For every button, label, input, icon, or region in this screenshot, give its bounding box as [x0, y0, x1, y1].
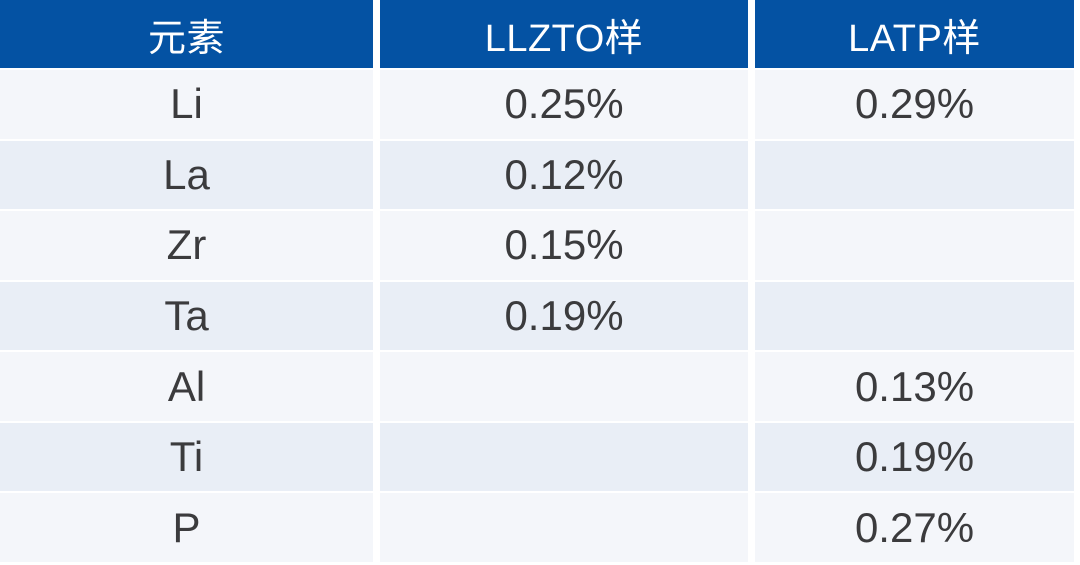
cell-element: Zr: [0, 211, 373, 280]
cell-llzto-value: [380, 493, 748, 562]
cell-llzto-value: [380, 422, 748, 492]
cell-latp-value: [755, 281, 1074, 351]
cell-llzto-value: 0.12%: [380, 140, 748, 210]
cell-element: Al: [0, 352, 373, 421]
cell-llzto-value: 0.25%: [380, 70, 748, 139]
header-llzto: LLZTO样: [380, 0, 748, 68]
cell-latp-value: [755, 140, 1074, 210]
cell-element: La: [0, 140, 373, 210]
cell-element: Ti: [0, 422, 373, 492]
cell-llzto-value: [380, 352, 748, 421]
cell-latp-value: [755, 211, 1074, 280]
cell-latp-value: 0.19%: [755, 422, 1074, 492]
cell-latp-value: 0.29%: [755, 70, 1074, 139]
header-element: 元素: [0, 0, 373, 68]
header-latp: LATP样: [755, 0, 1074, 68]
cell-element: P: [0, 493, 373, 562]
cell-latp-value: 0.27%: [755, 493, 1074, 562]
cell-latp-value: 0.13%: [755, 352, 1074, 421]
cell-llzto-value: 0.15%: [380, 211, 748, 280]
cell-element: Li: [0, 70, 373, 139]
cell-llzto-value: 0.19%: [380, 281, 748, 351]
cell-element: Ta: [0, 281, 373, 351]
